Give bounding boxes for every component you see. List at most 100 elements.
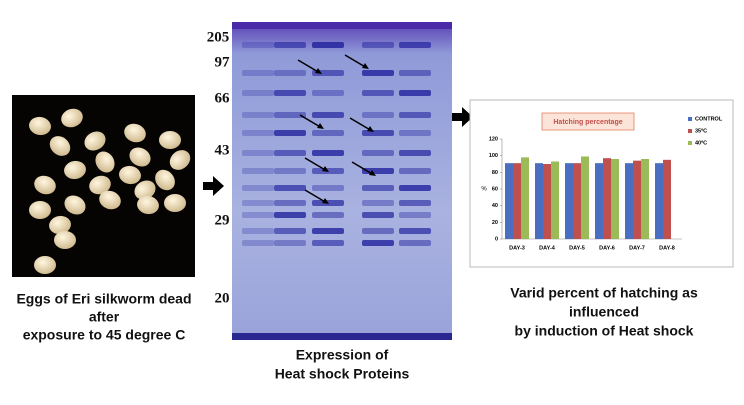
gel-band	[274, 70, 306, 76]
bar	[603, 158, 611, 239]
egg	[64, 160, 86, 180]
gel-band	[274, 42, 306, 48]
egg	[155, 169, 175, 191]
x-tick-label: DAY-8	[659, 245, 675, 251]
egg	[29, 201, 51, 219]
gel-band	[312, 240, 344, 246]
marker-label: 20	[215, 290, 230, 306]
gel-band	[242, 212, 274, 218]
gel-band	[242, 70, 274, 76]
chart-caption: by induction of Heat shock	[515, 323, 694, 339]
bar	[565, 163, 573, 239]
gel-band	[362, 185, 394, 191]
gel-band	[274, 130, 306, 136]
gel-band	[362, 150, 394, 156]
gel-band	[312, 130, 344, 136]
gel-arrowhead	[322, 166, 329, 172]
bar	[505, 163, 513, 239]
gel-band	[399, 240, 431, 246]
bar	[633, 160, 641, 239]
marker-label: 205	[207, 29, 230, 45]
gel-band	[312, 150, 344, 156]
egg	[64, 195, 86, 215]
bar	[595, 163, 603, 239]
gel-band	[362, 112, 394, 118]
gel-band	[274, 240, 306, 246]
chart-caption: Varid percent of hatching as	[510, 285, 698, 301]
bar	[611, 159, 619, 239]
egg	[134, 180, 156, 200]
y-tick-label: 80	[492, 170, 498, 176]
gel-band	[362, 212, 394, 218]
gel-band	[399, 150, 431, 156]
egg	[164, 194, 186, 212]
egg	[84, 131, 106, 151]
gel-band	[242, 240, 274, 246]
y-tick-label: 60	[492, 186, 498, 192]
gel-band	[274, 212, 306, 218]
bar	[513, 163, 521, 239]
egg	[34, 175, 56, 195]
gel-band	[242, 228, 274, 234]
x-tick-label: DAY-3	[509, 245, 525, 251]
marker-label: 97	[215, 54, 231, 70]
gel-band	[399, 42, 431, 48]
marker-label: 29	[215, 212, 230, 228]
y-tick-label: 20	[492, 220, 498, 226]
gel-band	[399, 168, 431, 174]
gel-band	[399, 200, 431, 206]
eggs-caption: exposure to 45 degree C	[23, 327, 186, 343]
gel-band	[274, 200, 306, 206]
egg	[124, 123, 146, 143]
gel-band	[362, 42, 394, 48]
gel-band	[242, 42, 274, 48]
egg	[54, 231, 76, 249]
gel-band	[362, 90, 394, 96]
egg	[95, 151, 115, 173]
arrow	[203, 176, 224, 196]
bar	[581, 156, 589, 239]
egg	[137, 195, 159, 215]
gel-band	[312, 228, 344, 234]
x-tick-label: DAY-6	[599, 245, 615, 251]
legend-label: 40ºC	[695, 140, 707, 146]
chart-title: Hatching percentage	[553, 119, 622, 126]
gel-band	[242, 112, 274, 118]
gel-band	[274, 150, 306, 156]
eggs-caption: Eggs of Eri silkworm dead	[16, 291, 191, 307]
gel-arrowhead	[315, 68, 322, 74]
x-tick-label: DAY-5	[569, 245, 585, 251]
gel-caption: Expression of	[296, 347, 389, 363]
egg	[119, 165, 141, 185]
bar	[551, 161, 559, 239]
gel-bottom	[232, 333, 452, 340]
gel-arrowhead	[322, 198, 329, 204]
marker-label: 43	[215, 142, 230, 158]
marker-label: 66	[215, 90, 231, 106]
gel-band	[242, 168, 274, 174]
y-tick-label: 0	[495, 236, 498, 242]
chart-title-box	[541, 112, 635, 131]
bar	[521, 157, 529, 239]
egg	[99, 190, 121, 210]
gel-top	[232, 22, 452, 29]
gel-band	[399, 228, 431, 234]
bar	[663, 159, 671, 239]
y-tick-label: 120	[489, 136, 498, 142]
gel-band	[312, 42, 344, 48]
gel-band	[399, 90, 431, 96]
gel-band	[274, 185, 306, 191]
gel-band	[312, 212, 344, 218]
legend-swatch	[688, 141, 692, 145]
gel-band	[362, 240, 394, 246]
bar	[543, 164, 551, 239]
egg	[129, 147, 151, 167]
egg	[49, 215, 71, 235]
chart-caption: influenced	[569, 304, 639, 320]
x-tick-label: DAY-4	[539, 245, 556, 251]
y-tick-label: 100	[489, 153, 498, 159]
x-tick-label: DAY-7	[629, 245, 645, 251]
gel-image	[232, 22, 452, 340]
egg	[169, 150, 191, 170]
